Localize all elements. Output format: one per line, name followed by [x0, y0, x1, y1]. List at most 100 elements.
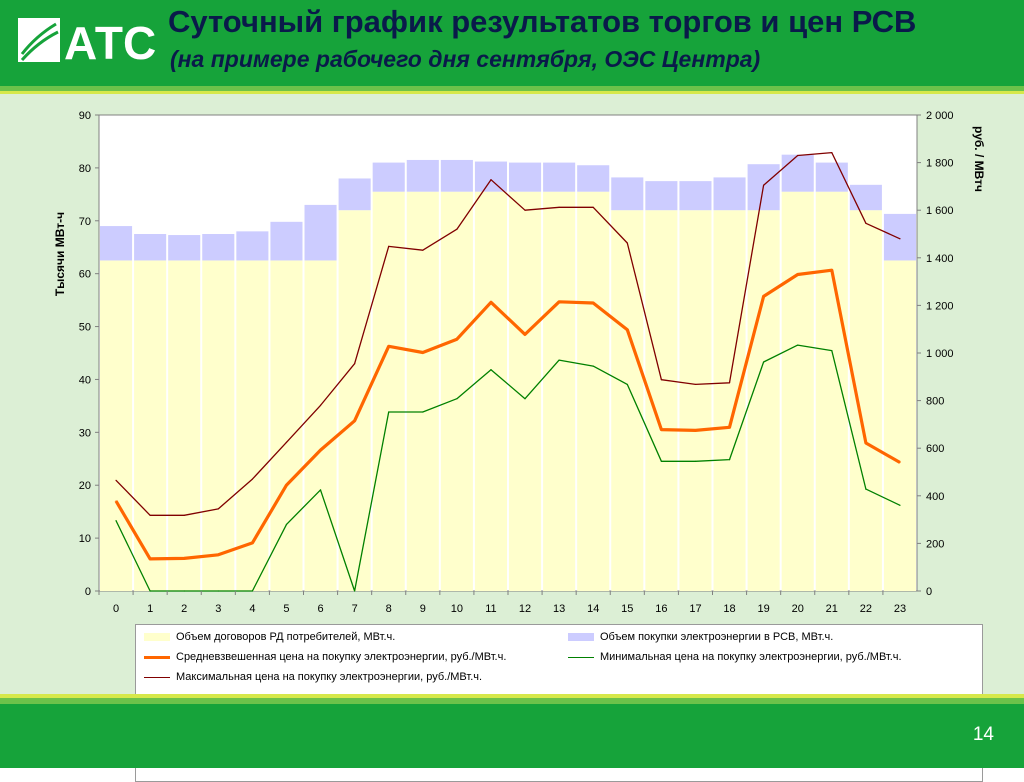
x-tick-label: 19	[758, 603, 770, 615]
point-max-price	[694, 383, 697, 386]
point-avg-price	[422, 351, 424, 354]
point-max-price	[797, 154, 799, 157]
point-min-price	[115, 519, 117, 522]
point-avg-price	[558, 301, 560, 303]
y-tick-label: 0	[85, 586, 91, 598]
bar-rsv-purchase	[372, 162, 405, 192]
bar-rsv-purchase	[645, 181, 678, 211]
y2-tick-label: 1 000	[926, 348, 954, 360]
x-tick-label: 2	[181, 603, 187, 615]
y-tick-label: 50	[79, 322, 91, 334]
legend-swatch	[144, 676, 170, 678]
y-tick-label: 20	[79, 480, 91, 492]
header-stripe	[0, 91, 1024, 94]
bar-contracts	[406, 191, 439, 591]
point-max-price	[728, 382, 731, 384]
slide-subtitle: (на примере рабочего дня сентября, ОЭС Ц…	[170, 46, 761, 72]
bar-contracts	[372, 191, 405, 591]
bar-contracts	[236, 260, 269, 591]
bar-rsv-purchase	[713, 177, 746, 211]
point-min-price	[524, 398, 526, 400]
y2-tick-label: 400	[926, 491, 944, 503]
point-max-price	[217, 508, 219, 510]
legend-label: Объем договоров РД потребителей, МВт.ч.	[176, 631, 396, 643]
bar-rsv-purchase	[679, 181, 712, 211]
page-number: 14	[972, 724, 994, 745]
bar-contracts	[304, 260, 337, 591]
point-min-price	[797, 344, 799, 346]
bar-rsv-purchase	[577, 165, 610, 192]
legend-label: Средневзвешенная цена на покупку электро…	[176, 651, 507, 663]
point-min-price	[490, 369, 492, 371]
y-tick-label: 10	[79, 533, 91, 545]
point-max-price	[251, 478, 253, 480]
bar-contracts	[202, 260, 235, 591]
slide-footer: 14	[0, 704, 1024, 768]
x-tick-label: 1	[147, 603, 153, 615]
x-tick-label: 8	[386, 603, 392, 615]
point-max-price	[865, 222, 867, 224]
x-tick-label: 0	[113, 603, 119, 615]
point-min-price	[456, 398, 458, 400]
point-min-price	[319, 489, 322, 491]
bar-contracts	[440, 191, 473, 591]
bar-contracts	[815, 191, 848, 591]
x-tick-label: 11	[485, 603, 496, 615]
bar-rsv-purchase	[883, 213, 916, 261]
x-tick-label: 16	[655, 603, 667, 615]
bar-rsv-purchase	[168, 235, 201, 261]
legend-swatch	[568, 656, 594, 658]
legend-item-min-price: Минимальная цена на покупку электроэнерг…	[568, 651, 902, 663]
chart-area: 0 10 20 30 40 50 60 70 80 90 0 200 400 600 800 1 000 1 2…	[0, 94, 1024, 782]
y-tick-label: 90	[79, 110, 91, 122]
point-max-price	[388, 245, 390, 247]
point-min-price	[354, 590, 356, 592]
bar-contracts	[543, 191, 576, 591]
bar-rsv-purchase	[134, 234, 167, 261]
point-max-price	[183, 514, 185, 516]
x-tick-label: 3	[215, 603, 221, 615]
x-tick-label: 21	[826, 603, 838, 615]
svg-text:АТС: АТС	[64, 17, 156, 64]
point-min-price	[865, 488, 867, 490]
legend-item-contracts: Объем договоров РД потребителей, МВт.ч.	[144, 631, 395, 643]
x-tick-label: 18	[723, 603, 735, 615]
point-avg-price	[524, 333, 526, 336]
point-max-price	[899, 238, 901, 240]
bar-contracts	[474, 191, 507, 591]
x-tick-label: 15	[621, 603, 633, 615]
point-min-price	[728, 459, 731, 461]
legend-item-avg-price: Средневзвешенная цена на покупку электро…	[144, 651, 506, 663]
x-tick-label: 22	[860, 603, 872, 615]
legend-item-rsv: Объем покупки электроэнергии в РСВ, МВт.…	[568, 631, 833, 643]
point-max-price	[626, 242, 628, 244]
bar-contracts	[679, 210, 712, 591]
point-max-price	[763, 184, 765, 186]
point-avg-price	[865, 442, 867, 444]
point-avg-price	[694, 429, 697, 431]
x-tick-label: 6	[317, 603, 323, 615]
point-min-price	[422, 411, 424, 413]
point-avg-price	[763, 295, 765, 297]
point-avg-price	[592, 302, 594, 304]
y2-tick-label: 600	[926, 443, 944, 455]
x-tick-label: 12	[519, 603, 531, 615]
bar-rsv-purchase	[236, 231, 269, 261]
bar-contracts	[509, 191, 542, 591]
point-min-price	[763, 361, 765, 363]
x-tick-label: 9	[420, 603, 426, 615]
point-avg-price	[217, 554, 219, 556]
bar-rsv-purchase	[304, 204, 337, 261]
footer-stripe	[0, 694, 1024, 698]
x-tick-label: 5	[283, 603, 289, 615]
point-avg-price	[626, 329, 628, 331]
bar-rsv-purchase	[849, 184, 882, 211]
point-max-price	[524, 209, 526, 211]
point-min-price	[592, 365, 594, 367]
point-min-price	[217, 590, 219, 592]
point-avg-price	[388, 345, 390, 347]
point-max-price	[285, 441, 288, 443]
bar-contracts	[747, 210, 780, 591]
y-axis-title: Тысячи МВт-ч	[53, 212, 67, 296]
point-avg-price	[456, 338, 458, 340]
